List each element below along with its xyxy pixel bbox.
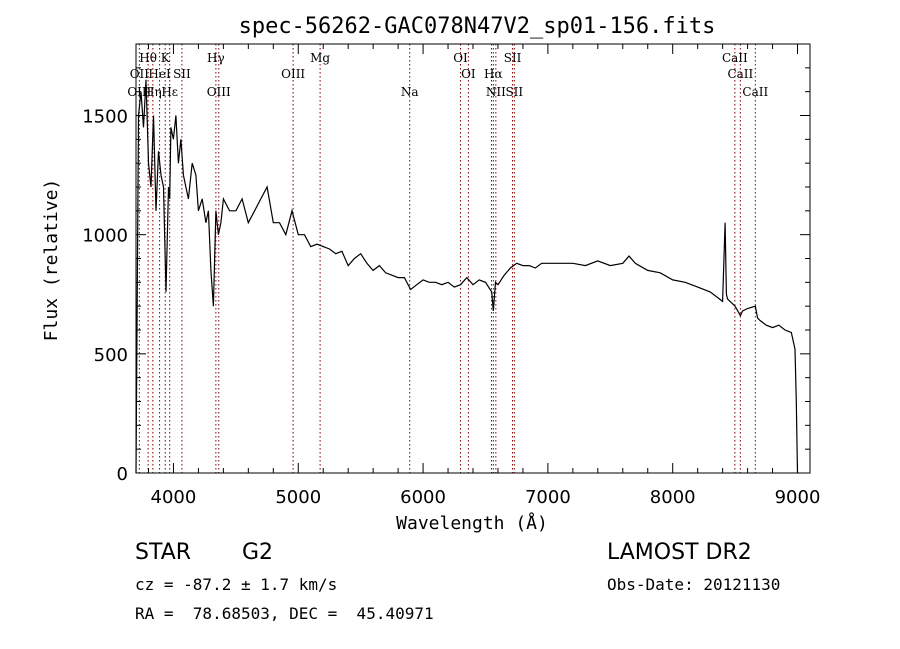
spectral-line-label: OIII xyxy=(207,85,231,99)
y-tick-label: 0 xyxy=(117,464,128,485)
redshift-cz: cz = -87.2 ± 1.7 km/s xyxy=(135,575,338,594)
spectral-line-label: CaII xyxy=(727,67,753,81)
plot-frame xyxy=(135,43,811,474)
spectrum-line xyxy=(135,79,799,474)
spectral-line-label: Hθ xyxy=(139,51,157,65)
spectral-line-label: NII xyxy=(486,85,506,99)
spectral-line-label: OI xyxy=(453,51,468,65)
y-tick-label: 1500 xyxy=(82,107,128,128)
spectral-line-label: CaII xyxy=(722,51,748,65)
object-class: STAR xyxy=(135,540,192,565)
spectral-line-label: Hη xyxy=(144,85,162,99)
object-subclass: G2 xyxy=(242,540,274,565)
x-tick-label: 6000 xyxy=(400,487,446,508)
y-axis-label: Flux (relative) xyxy=(41,179,62,342)
spectral-line-label: Mg xyxy=(310,51,330,65)
spectral-line-label: Hγ xyxy=(207,51,225,65)
chart-title: spec-56262-GAC078N47V2_sp01-156.fits xyxy=(239,14,716,39)
spectral-line-label: OII xyxy=(130,67,150,81)
spectral-line-label: Na xyxy=(401,85,419,99)
spectral-line-label: K xyxy=(161,51,171,65)
survey-name: LAMOST DR2 xyxy=(607,540,752,565)
x-tick-label: 5000 xyxy=(275,487,321,508)
spectral-line-label: Hα xyxy=(484,67,503,81)
x-tick-label: 8000 xyxy=(650,487,696,508)
coordinates: RA = 78.68503, DEC = 45.40971 xyxy=(135,604,434,623)
spectral-line-label: OIII xyxy=(281,67,305,81)
spectral-line-label: SII xyxy=(173,67,191,81)
spectral-line-label: HeI xyxy=(148,67,171,81)
spectral-line-label: SII xyxy=(505,85,523,99)
observation-date: Obs-Date: 20121130 xyxy=(607,575,781,594)
spectral-line-label: CaII xyxy=(742,85,768,99)
x-tick-label: 9000 xyxy=(775,487,821,508)
y-tick-label: 500 xyxy=(94,345,128,366)
spectral-line-label: Hε xyxy=(161,85,178,99)
x-tick-label: 7000 xyxy=(525,487,571,508)
spectral-line-label: OIII xyxy=(127,85,151,99)
x-axis-label: Wavelength (Å) xyxy=(396,512,548,534)
y-tick-label: 1000 xyxy=(82,226,128,247)
spectral-line-label: OI xyxy=(461,67,476,81)
spectral-line-label: SII xyxy=(504,51,522,65)
x-tick-label: 4000 xyxy=(151,487,197,508)
